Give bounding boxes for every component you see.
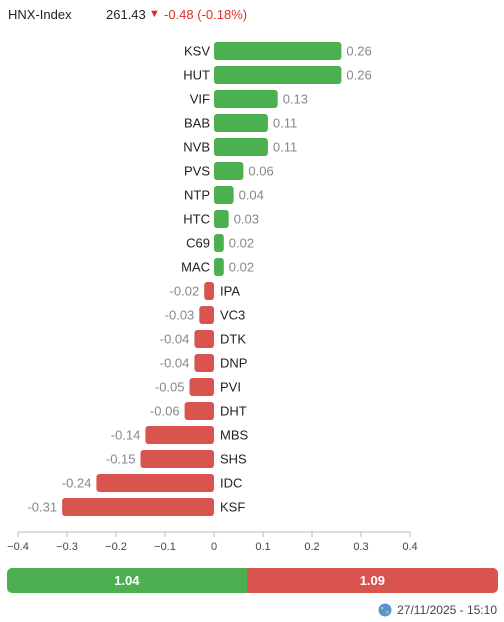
bar-pvs [214, 162, 244, 180]
triangle-down-icon: ▼ [149, 8, 160, 20]
value-label: -0.02 [170, 284, 200, 299]
value-label: -0.24 [62, 476, 92, 491]
value-label: 0.26 [346, 44, 371, 59]
category-label: HUT [183, 68, 210, 83]
category-label: DNP [220, 356, 247, 371]
value-label: -0.04 [160, 356, 190, 371]
value-label: -0.14 [111, 428, 141, 443]
bar-mac [214, 258, 224, 276]
category-label: KSV [184, 44, 210, 59]
bar-pvi [189, 378, 214, 396]
market-breadth-bar: 1.04 1.09 [7, 568, 498, 593]
value-label: 0.13 [283, 92, 308, 107]
bar-bab [214, 114, 268, 132]
bar-mbs [145, 426, 214, 444]
contribution-bar-chart: KSV 0.26 HUT 0.26 VIF 0.13 BAB 0.11 NVB 0.11 PVS 0.… [7, 42, 418, 553]
category-label: IPA [220, 284, 240, 299]
bar-ipa [204, 282, 214, 300]
index-value: 261.43 [106, 7, 146, 22]
timestamp-footer: 27/11/2025 - 15:10 [378, 602, 497, 618]
bar-nvb [214, 138, 268, 156]
index-change: -0.48 (-0.18%) [164, 7, 248, 22]
value-label: 0.11 [273, 140, 297, 155]
index-name: HNX-Index [8, 7, 72, 22]
value-label: 0.02 [229, 236, 254, 251]
x-tick-label: −0.2 [105, 541, 127, 553]
value-label: -0.06 [150, 404, 180, 419]
x-tick-label: 0 [211, 541, 217, 553]
x-tick-label: 0.2 [304, 541, 319, 553]
category-label: IDC [220, 476, 242, 491]
value-label: 0.06 [248, 164, 273, 179]
bar-dtk [194, 330, 214, 348]
bar-ntp [214, 186, 234, 204]
bar-shs [140, 450, 214, 468]
value-label: 0.03 [234, 212, 259, 227]
bar-ksf [62, 498, 214, 516]
bar-idc [96, 474, 214, 492]
category-label: DTK [220, 332, 246, 347]
bar-htc [214, 210, 229, 228]
category-label: BAB [184, 116, 210, 131]
globe-icon [378, 603, 392, 617]
category-label: PVI [220, 380, 241, 395]
breadth-negative-label: 1.09 [359, 573, 386, 588]
value-label: -0.05 [155, 380, 185, 395]
timestamp: 27/11/2025 - 15:10 [397, 603, 497, 617]
category-label: VIF [190, 92, 210, 107]
value-label: -0.03 [165, 308, 195, 323]
x-tick-label: 0.4 [402, 541, 417, 553]
category-label: C69 [186, 236, 210, 251]
category-label: NVB [183, 140, 210, 155]
category-label: MAC [181, 260, 210, 275]
category-label: HTC [183, 212, 210, 227]
category-label: SHS [220, 452, 247, 467]
category-label: MBS [220, 428, 249, 443]
breadth-negative-segment: 1.09 [246, 568, 498, 593]
category-label: NTP [184, 188, 210, 203]
x-tick-label: 0.3 [353, 541, 368, 553]
category-label: KSF [220, 500, 245, 515]
bar-dht [184, 402, 214, 420]
x-tick-label: 0.1 [255, 541, 270, 553]
x-tick-label: −0.1 [154, 541, 176, 553]
value-label: 0.26 [346, 68, 371, 83]
value-label: 0.11 [273, 116, 297, 131]
bar-vif [214, 90, 278, 108]
x-tick-label: −0.4 [7, 541, 29, 553]
category-label: DHT [220, 404, 247, 419]
x-tick-label: −0.3 [56, 541, 78, 553]
value-label: -0.15 [106, 452, 136, 467]
category-label: VC3 [220, 308, 245, 323]
value-label: -0.31 [27, 500, 57, 515]
category-label: PVS [184, 164, 210, 179]
bar-dnp [194, 354, 214, 372]
bar-c69 [214, 234, 224, 252]
breadth-positive-segment: 1.04 [7, 568, 247, 593]
bar-vc3 [199, 306, 214, 324]
breadth-positive-label: 1.04 [114, 573, 140, 588]
bar-hut [214, 66, 342, 84]
value-label: -0.04 [160, 332, 190, 347]
bar-ksv [214, 42, 342, 60]
value-label: 0.02 [229, 260, 254, 275]
value-label: 0.04 [239, 188, 264, 203]
